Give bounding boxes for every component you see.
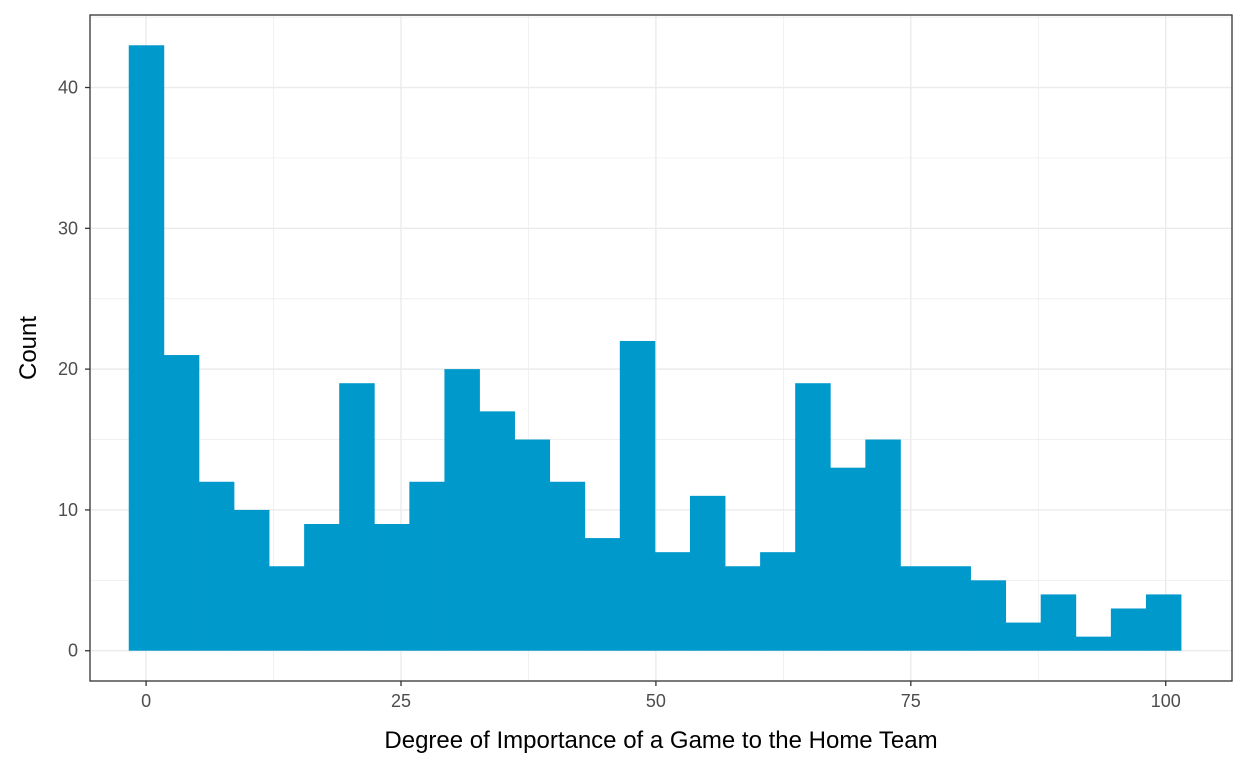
histogram-bar (935, 566, 971, 651)
histogram-bar (339, 383, 375, 651)
histogram-bar (1075, 636, 1112, 651)
histogram-bar (1005, 622, 1042, 651)
y-tick-label: 10 (58, 500, 78, 520)
x-tick-label: 0 (141, 691, 151, 711)
histogram-bar (549, 481, 586, 651)
histogram-bar (198, 481, 235, 651)
histogram-bar (584, 538, 621, 651)
histogram-bar (409, 481, 445, 651)
histogram-bar (514, 439, 551, 651)
histogram-bar (865, 439, 901, 651)
panel-border (89, 14, 1233, 682)
x-tick-label: 25 (391, 691, 411, 711)
y-axis-ticks: 0 10 20 30 40 (58, 78, 90, 661)
histogram-bars (128, 45, 1182, 651)
x-tick-label: 50 (646, 691, 666, 711)
histogram-bar (900, 566, 936, 651)
histogram-bar (1145, 594, 1182, 651)
histogram-bar (689, 495, 726, 651)
histogram-bar (233, 509, 270, 651)
histogram-bar (444, 369, 480, 651)
y-tick-label: 20 (58, 359, 78, 379)
histogram-bar (725, 566, 761, 651)
histogram-bar (163, 355, 200, 651)
minor-gridlines (90, 15, 1232, 681)
histogram-bar (830, 467, 866, 651)
histogram-bar (374, 524, 410, 651)
x-tick-label: 100 (1151, 691, 1181, 711)
histogram-bar (1040, 594, 1077, 651)
histogram-bar (269, 566, 305, 651)
histogram-bar (654, 552, 691, 651)
x-axis-ticks: 0 25 50 75 100 (141, 681, 1181, 711)
x-tick-label: 75 (901, 691, 921, 711)
histogram-bar (1110, 608, 1147, 651)
histogram-bar (760, 552, 796, 651)
y-tick-label: 30 (58, 218, 78, 238)
x-axis-title: Degree of Importance of a Game to the Ho… (384, 727, 937, 754)
y-tick-label: 40 (58, 78, 78, 98)
histogram-bar (128, 45, 165, 651)
y-tick-label: 0 (68, 641, 78, 661)
histogram-bar (479, 411, 515, 651)
histogram-bar (970, 580, 1007, 651)
histogram-bar (619, 340, 656, 651)
histogram-bar (795, 383, 831, 651)
histogram-bar (304, 524, 340, 651)
y-axis-title: Count (15, 316, 42, 380)
